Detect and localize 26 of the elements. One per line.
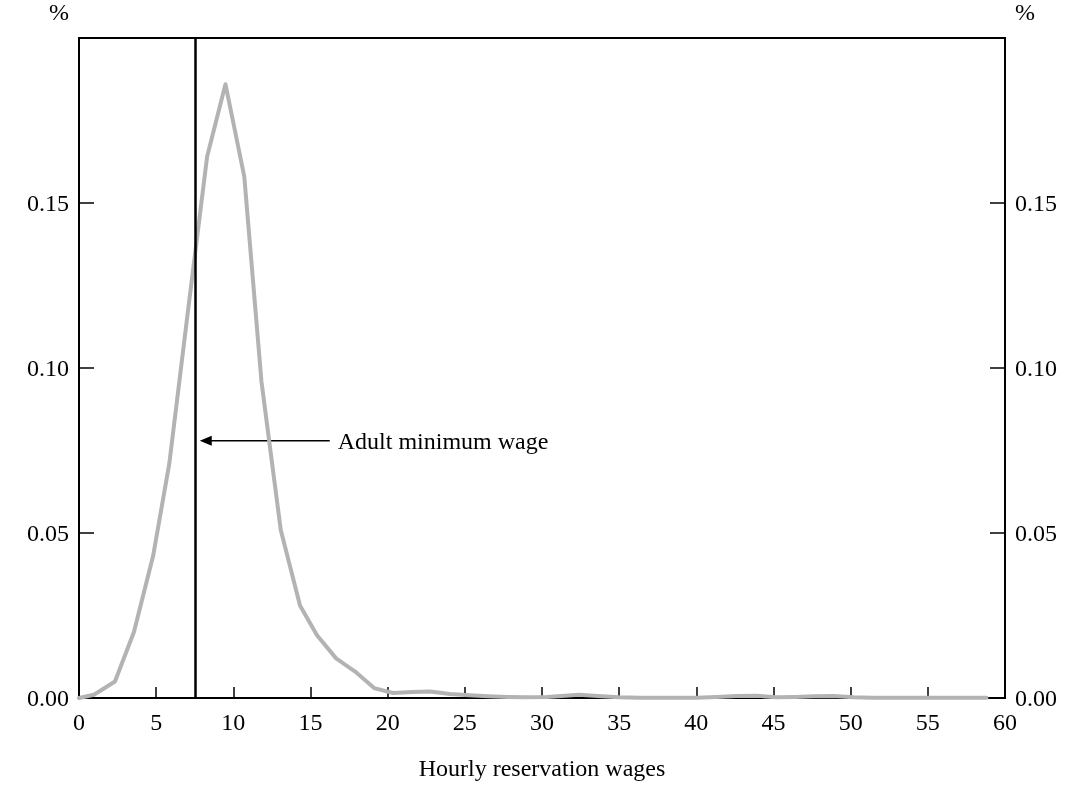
x-tick-label: 30 <box>530 709 554 735</box>
x-tick-label: 40 <box>684 709 709 735</box>
x-tick-label: 60 <box>993 709 1017 735</box>
x-tick-label: 15 <box>298 709 323 735</box>
ref-line-label: Adult minimum wage <box>337 427 549 454</box>
y-tick-label: 0.10 <box>27 355 69 381</box>
y2-tick-label: 0.15 <box>1015 190 1057 216</box>
y2-axis-title: % <box>1015 0 1035 25</box>
x-tick-label: 5 <box>150 709 163 735</box>
x-tick-label: 20 <box>375 709 400 735</box>
x-tick-label: 35 <box>607 709 632 735</box>
x-tick-label: 25 <box>452 709 477 735</box>
y-axis-title: % <box>49 0 69 25</box>
x-tick-label: 50 <box>838 709 863 735</box>
y-tick-label: 0.00 <box>27 685 69 711</box>
x-axis-title: Hourly reservation wages <box>418 755 666 781</box>
x-tick-label: 55 <box>915 709 940 735</box>
y2-tick-label: 0.05 <box>1015 520 1057 546</box>
y2-tick-label: 0.10 <box>1015 355 1057 381</box>
x-tick-label: 10 <box>221 709 246 735</box>
y-tick-label: 0.05 <box>27 520 69 546</box>
line-series <box>77 82 989 700</box>
x-tick-label: 0 <box>73 709 85 735</box>
y-tick-label: 0.15 <box>27 190 69 216</box>
y2-tick-label: 0.00 <box>1015 685 1057 711</box>
x-tick-label: 45 <box>761 709 786 735</box>
